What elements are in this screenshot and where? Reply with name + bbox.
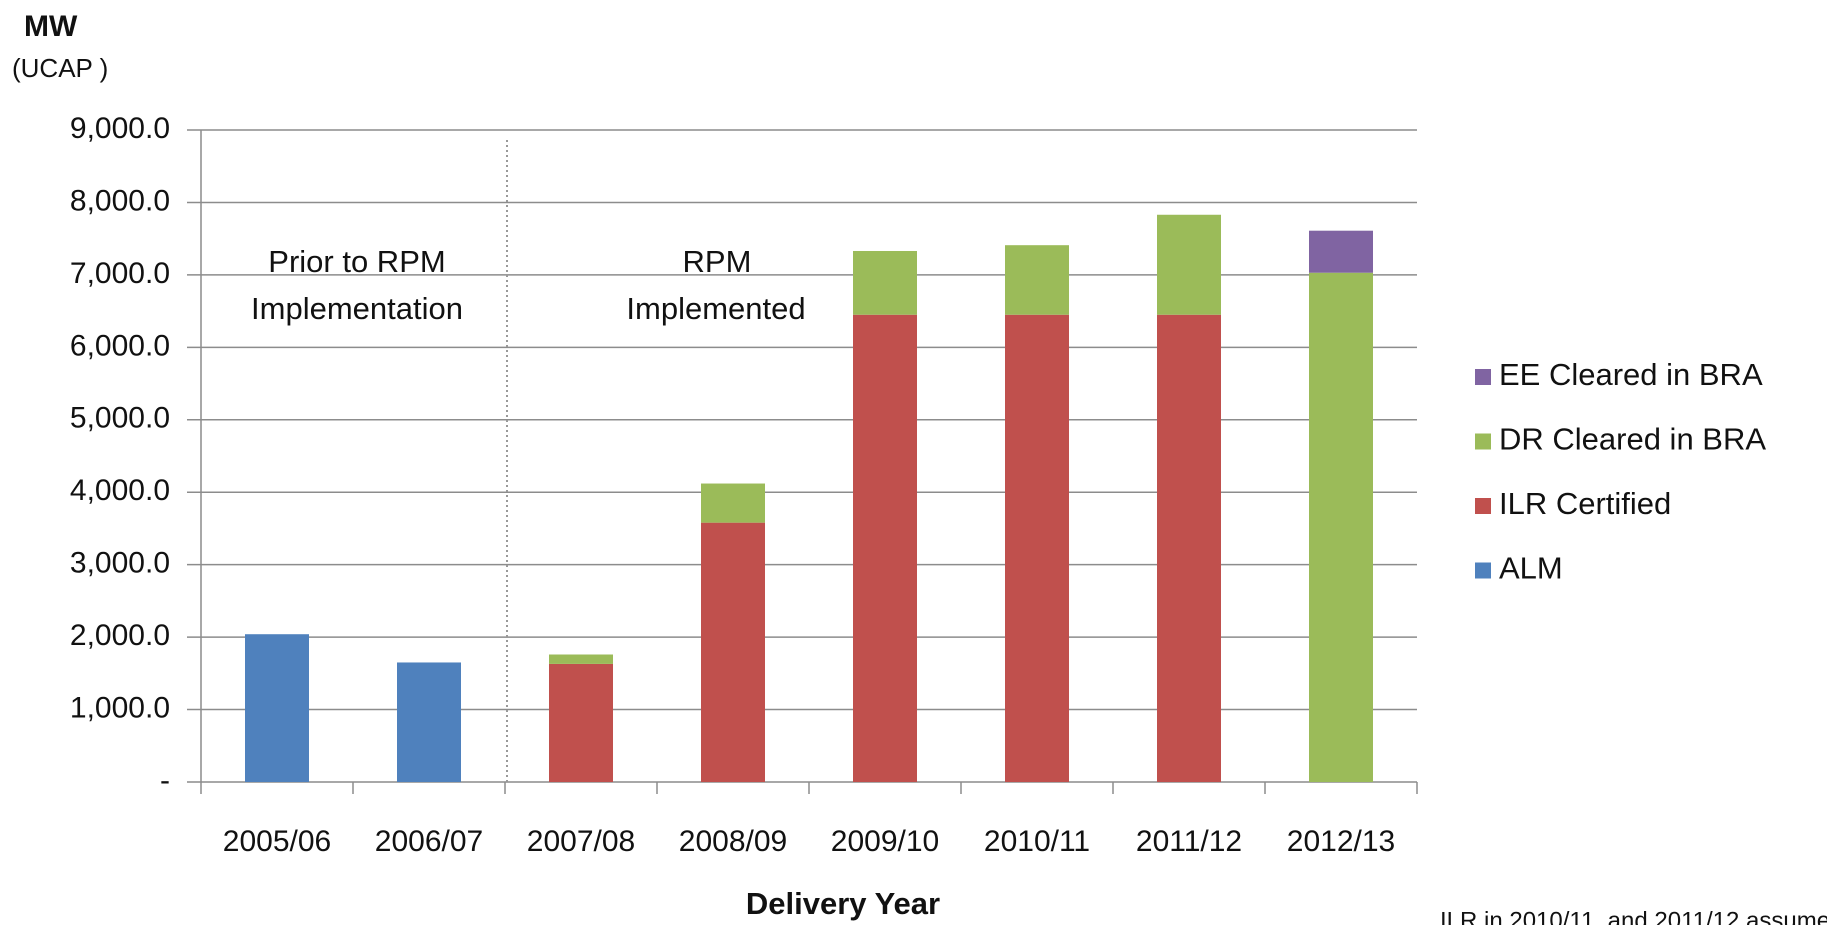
footnote: ILR in 2010/11, and 2011/12 assumed [1440,907,1827,925]
legend-label: DR Cleared in BRA [1499,422,1766,457]
x-tick-label: 2010/11 [984,825,1090,858]
y-tick-label: 2,000.0 [70,619,170,652]
y-tick-label: 7,000.0 [70,257,170,290]
legend-label: ALM [1499,551,1563,586]
annotation: RPM [683,244,752,279]
x-tick-label: 2011/12 [1136,825,1242,858]
y-tick-label: - [160,764,170,797]
y-axis-subtitle: (UCAP ) [12,53,108,83]
annotation: Implemented [626,291,805,326]
legend-label: EE Cleared in BRA [1499,357,1763,392]
bar-segment [1005,314,1069,782]
bar-segment [1309,272,1373,782]
bar-segment [1157,314,1221,782]
legend-swatch [1475,498,1491,514]
bar-segment [853,314,917,782]
y-tick-label: 6,000.0 [70,329,170,362]
bar-segment [1005,245,1069,315]
y-tick-label: 5,000.0 [70,402,170,435]
bar-segment [397,662,461,782]
x-tick-label: 2007/08 [527,825,635,858]
legend-swatch [1475,562,1491,579]
bar-segment [701,483,765,523]
bar-segment [245,634,309,782]
bar-segment [549,663,613,782]
y-tick-label: 3,000.0 [70,547,170,580]
x-axis-title: Delivery Year [746,886,940,921]
y-tick-label: 9,000.0 [70,112,170,145]
x-tick-label: 2008/09 [679,825,787,858]
annotation: Prior to RPM [268,244,445,279]
legend-label: ILR Certified [1499,486,1671,521]
x-tick-label: 2009/10 [831,825,939,858]
x-tick-label: 2005/06 [223,825,331,858]
annotation: Implementation [251,291,463,326]
y-tick-label: 4,000.0 [70,474,170,507]
bar-segment [1157,214,1221,315]
bar-segment [701,522,765,782]
legend-swatch [1475,433,1491,450]
bar-segment [853,250,917,315]
y-tick-label: 1,000.0 [70,691,170,724]
bar-segment [549,654,613,664]
y-axis-title: MW [24,10,78,43]
x-tick-label: 2012/13 [1287,825,1395,858]
y-tick-label: 8,000.0 [70,184,170,217]
x-tick-label: 2006/07 [375,825,483,858]
legend-swatch [1475,369,1491,385]
bar-segment [1309,230,1373,273]
